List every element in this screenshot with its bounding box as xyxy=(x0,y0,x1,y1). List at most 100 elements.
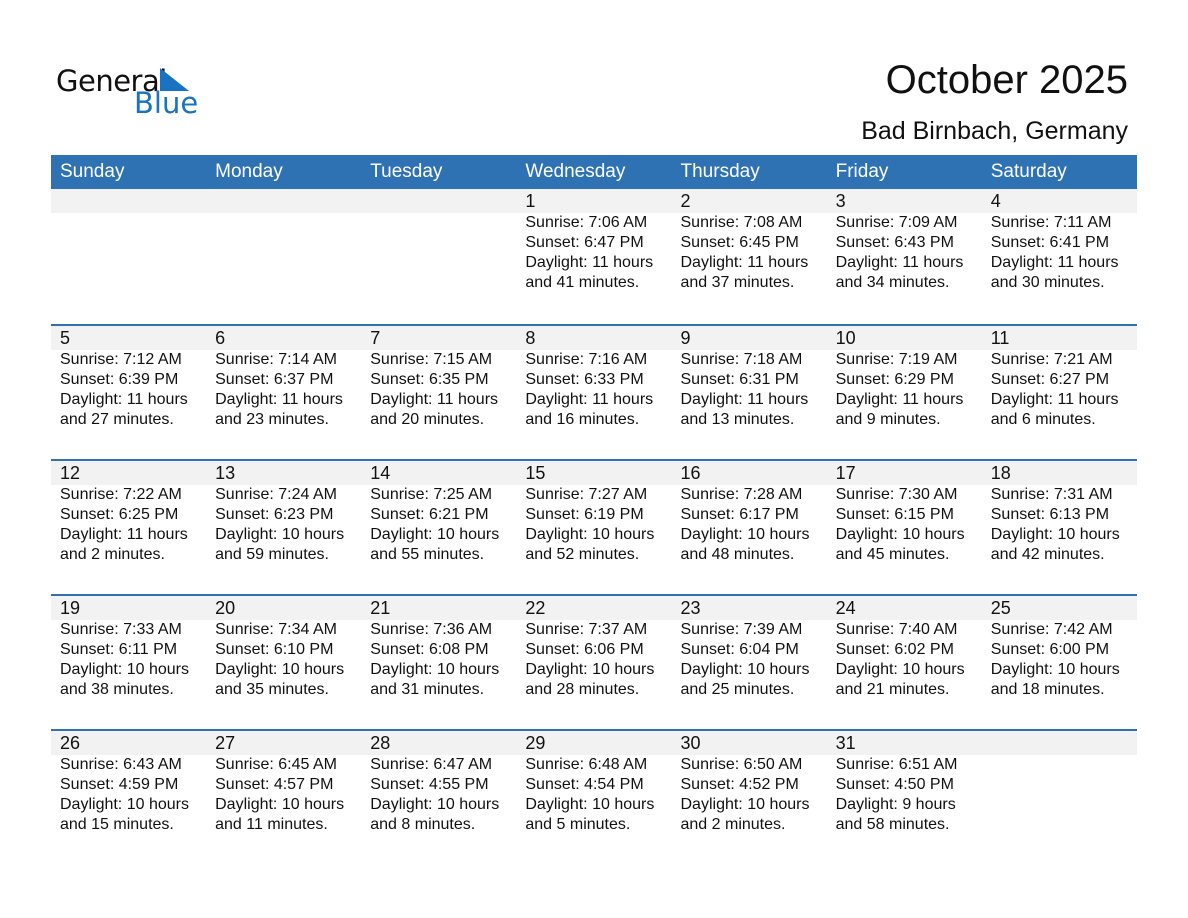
daylight-text: Daylight: 11 hours xyxy=(835,391,964,408)
day-cell: 31 Sunrise: 6:51 AM Sunset: 4:50 PM Dayligh… xyxy=(827,731,982,835)
sunset-text: Sunset: 4:57 PM xyxy=(215,776,334,793)
day-cell: 12 Sunrise: 7:22 AM Sunset: 6:25 PM Dayligh… xyxy=(51,461,206,565)
daylight-minutes-text: and 25 minutes. xyxy=(680,681,795,698)
day-cell: 10 Sunrise: 7:19 AM Sunset: 6:29 PM Dayligh… xyxy=(827,326,982,430)
day-cell: 14 Sunrise: 7:25 AM Sunset: 6:21 PM Dayligh… xyxy=(361,461,516,565)
daylight-text: Daylight: 10 hours xyxy=(215,661,345,678)
sunset-text: Sunset: 6:17 PM xyxy=(680,506,799,523)
day-cell: 30 Sunrise: 6:50 AM Sunset: 4:52 PM Dayligh… xyxy=(672,731,827,835)
sunrise-text: Sunrise: 7:36 AM xyxy=(370,621,493,638)
sunrise-text: Sunrise: 7:28 AM xyxy=(680,486,803,503)
day-cell: 24 Sunrise: 7:40 AM Sunset: 6:02 PM Dayligh… xyxy=(827,596,982,700)
sunrise-text: Sunrise: 7:21 AM xyxy=(990,351,1113,368)
sunrise-text: Sunrise: 7:18 AM xyxy=(680,351,803,368)
sunrise-text: Sunrise: 6:47 AM xyxy=(370,756,493,773)
day-cell: 19 Sunrise: 7:33 AM Sunset: 6:11 PM Dayligh… xyxy=(51,596,206,700)
sunset-text: Sunset: 6:33 PM xyxy=(525,371,644,388)
daylight-minutes-text: and 35 minutes. xyxy=(215,681,329,698)
sunset-text: Sunset: 6:19 PM xyxy=(525,506,644,523)
day-number: 23 xyxy=(680,598,701,618)
weekday-monday: Monday xyxy=(215,161,283,182)
logo-word-blue: Blue xyxy=(134,86,199,120)
weekday-sunday: Sunday xyxy=(60,161,125,182)
day-number: 20 xyxy=(215,598,236,618)
day-number: 15 xyxy=(525,463,546,483)
sunrise-text: Sunrise: 6:48 AM xyxy=(525,756,648,773)
sunrise-text: Sunrise: 7:08 AM xyxy=(680,214,803,231)
day-cell: 23 Sunrise: 7:39 AM Sunset: 6:04 PM Dayligh… xyxy=(672,596,827,700)
day-number: 5 xyxy=(60,328,71,348)
daylight-minutes-text: and 45 minutes. xyxy=(835,546,950,563)
day-number: 21 xyxy=(370,598,391,618)
day-number: 27 xyxy=(215,733,236,753)
sunrise-text: Sunrise: 7:06 AM xyxy=(525,214,648,231)
daylight-text: Daylight: 9 hours xyxy=(835,796,956,813)
day-cell: 13 Sunrise: 7:24 AM Sunset: 6:23 PM Dayligh… xyxy=(206,461,361,565)
daylight-text: Daylight: 10 hours xyxy=(60,661,189,678)
empty-cell xyxy=(361,189,516,293)
sunrise-text: Sunrise: 7:40 AM xyxy=(835,621,958,638)
calendar-title: October 2025 xyxy=(885,58,1128,102)
week-row: 12 Sunrise: 7:22 AM Sunset: 6:25 PM Dayligh… xyxy=(51,459,1137,594)
sunset-text: Sunset: 6:04 PM xyxy=(680,641,799,658)
day-cell: 1 Sunrise: 7:06 AM Sunset: 6:47 PM Daylight… xyxy=(516,189,671,293)
sunset-text: Sunset: 6:45 PM xyxy=(680,234,799,251)
daylight-minutes-text: and 16 minutes. xyxy=(525,411,640,428)
sunrise-text: Sunrise: 7:12 AM xyxy=(60,351,182,368)
daylight-text: Daylight: 10 hours xyxy=(990,661,1120,678)
day-number: 4 xyxy=(990,191,1001,211)
daylight-minutes-text: and 18 minutes. xyxy=(990,681,1105,698)
sunset-text: Sunset: 6:13 PM xyxy=(990,506,1110,523)
generalblue-logo: General Blue xyxy=(56,64,199,120)
daylight-text: Daylight: 10 hours xyxy=(990,526,1120,543)
day-cell: 2 Sunrise: 7:08 AM Sunset: 6:45 PM Daylight… xyxy=(672,189,827,293)
week-row: 5 Sunrise: 7:12 AM Sunset: 6:39 PM Daylight… xyxy=(51,324,1137,459)
day-cell: 3 Sunrise: 7:09 AM Sunset: 6:43 PM Daylight… xyxy=(827,189,982,293)
sunset-text: Sunset: 6:31 PM xyxy=(680,371,799,388)
daylight-minutes-text: and 42 minutes. xyxy=(990,546,1105,563)
day-cell: 28 Sunrise: 6:47 AM Sunset: 4:55 PM Dayligh… xyxy=(361,731,516,835)
daylight-text: Daylight: 11 hours xyxy=(680,391,809,408)
sunrise-text: Sunrise: 7:42 AM xyxy=(990,621,1113,638)
weekday-saturday: Saturday xyxy=(990,161,1067,182)
day-cell: 25 Sunrise: 7:42 AM Sunset: 6:00 PM Dayligh… xyxy=(982,596,1137,700)
day-number: 12 xyxy=(60,463,81,483)
daylight-text: Daylight: 10 hours xyxy=(680,661,810,678)
daylight-minutes-text: and 55 minutes. xyxy=(370,546,485,563)
sunset-text: Sunset: 6:08 PM xyxy=(370,641,489,658)
daylight-text: Daylight: 11 hours xyxy=(990,254,1119,271)
sunrise-text: Sunrise: 7:33 AM xyxy=(60,621,182,638)
day-number: 8 xyxy=(525,328,536,348)
calendar-grid: Sunday Monday Tuesday Wednesday Thursday Frid… xyxy=(51,155,1137,864)
sunset-text: Sunset: 4:59 PM xyxy=(60,776,179,793)
sunrise-text: Sunrise: 7:22 AM xyxy=(60,486,182,503)
sunrise-text: Sunrise: 6:51 AM xyxy=(835,756,958,773)
daylight-minutes-text: and 41 minutes. xyxy=(525,274,640,291)
weekday-header: Sunday Monday Tuesday Wednesday Thursday Frid… xyxy=(51,155,1137,189)
day-cell: 21 Sunrise: 7:36 AM Sunset: 6:08 PM Dayligh… xyxy=(361,596,516,700)
day-number: 16 xyxy=(680,463,701,483)
daylight-text: Daylight: 10 hours xyxy=(215,796,345,813)
sunset-text: Sunset: 4:50 PM xyxy=(835,776,954,793)
calendar-location: Bad Birnbach, Germany xyxy=(861,117,1128,145)
date-band xyxy=(51,326,1137,350)
sunrise-text: Sunrise: 6:45 AM xyxy=(215,756,337,773)
day-number: 2 xyxy=(680,191,691,211)
day-number: 7 xyxy=(370,328,381,348)
empty-cell xyxy=(982,731,1137,835)
day-number: 28 xyxy=(370,733,391,753)
daylight-text: Daylight: 10 hours xyxy=(680,796,810,813)
daylight-minutes-text: and 11 minutes. xyxy=(215,816,328,833)
week-row: 1 Sunrise: 7:06 AM Sunset: 6:47 PM Daylight… xyxy=(51,189,1137,324)
daylight-text: Daylight: 11 hours xyxy=(990,391,1119,408)
daylight-minutes-text: and 21 minutes. xyxy=(835,681,950,698)
day-number: 3 xyxy=(835,191,846,211)
sunrise-text: Sunrise: 7:27 AM xyxy=(525,486,648,503)
sunrise-text: Sunrise: 7:30 AM xyxy=(835,486,958,503)
daylight-minutes-text: and 30 minutes. xyxy=(990,274,1105,291)
sunset-text: Sunset: 6:11 PM xyxy=(60,641,178,658)
day-number: 18 xyxy=(990,463,1011,483)
sunset-text: Sunset: 6:37 PM xyxy=(215,371,334,388)
sunset-text: Sunset: 6:02 PM xyxy=(835,641,954,658)
daylight-minutes-text: and 31 minutes. xyxy=(370,681,485,698)
